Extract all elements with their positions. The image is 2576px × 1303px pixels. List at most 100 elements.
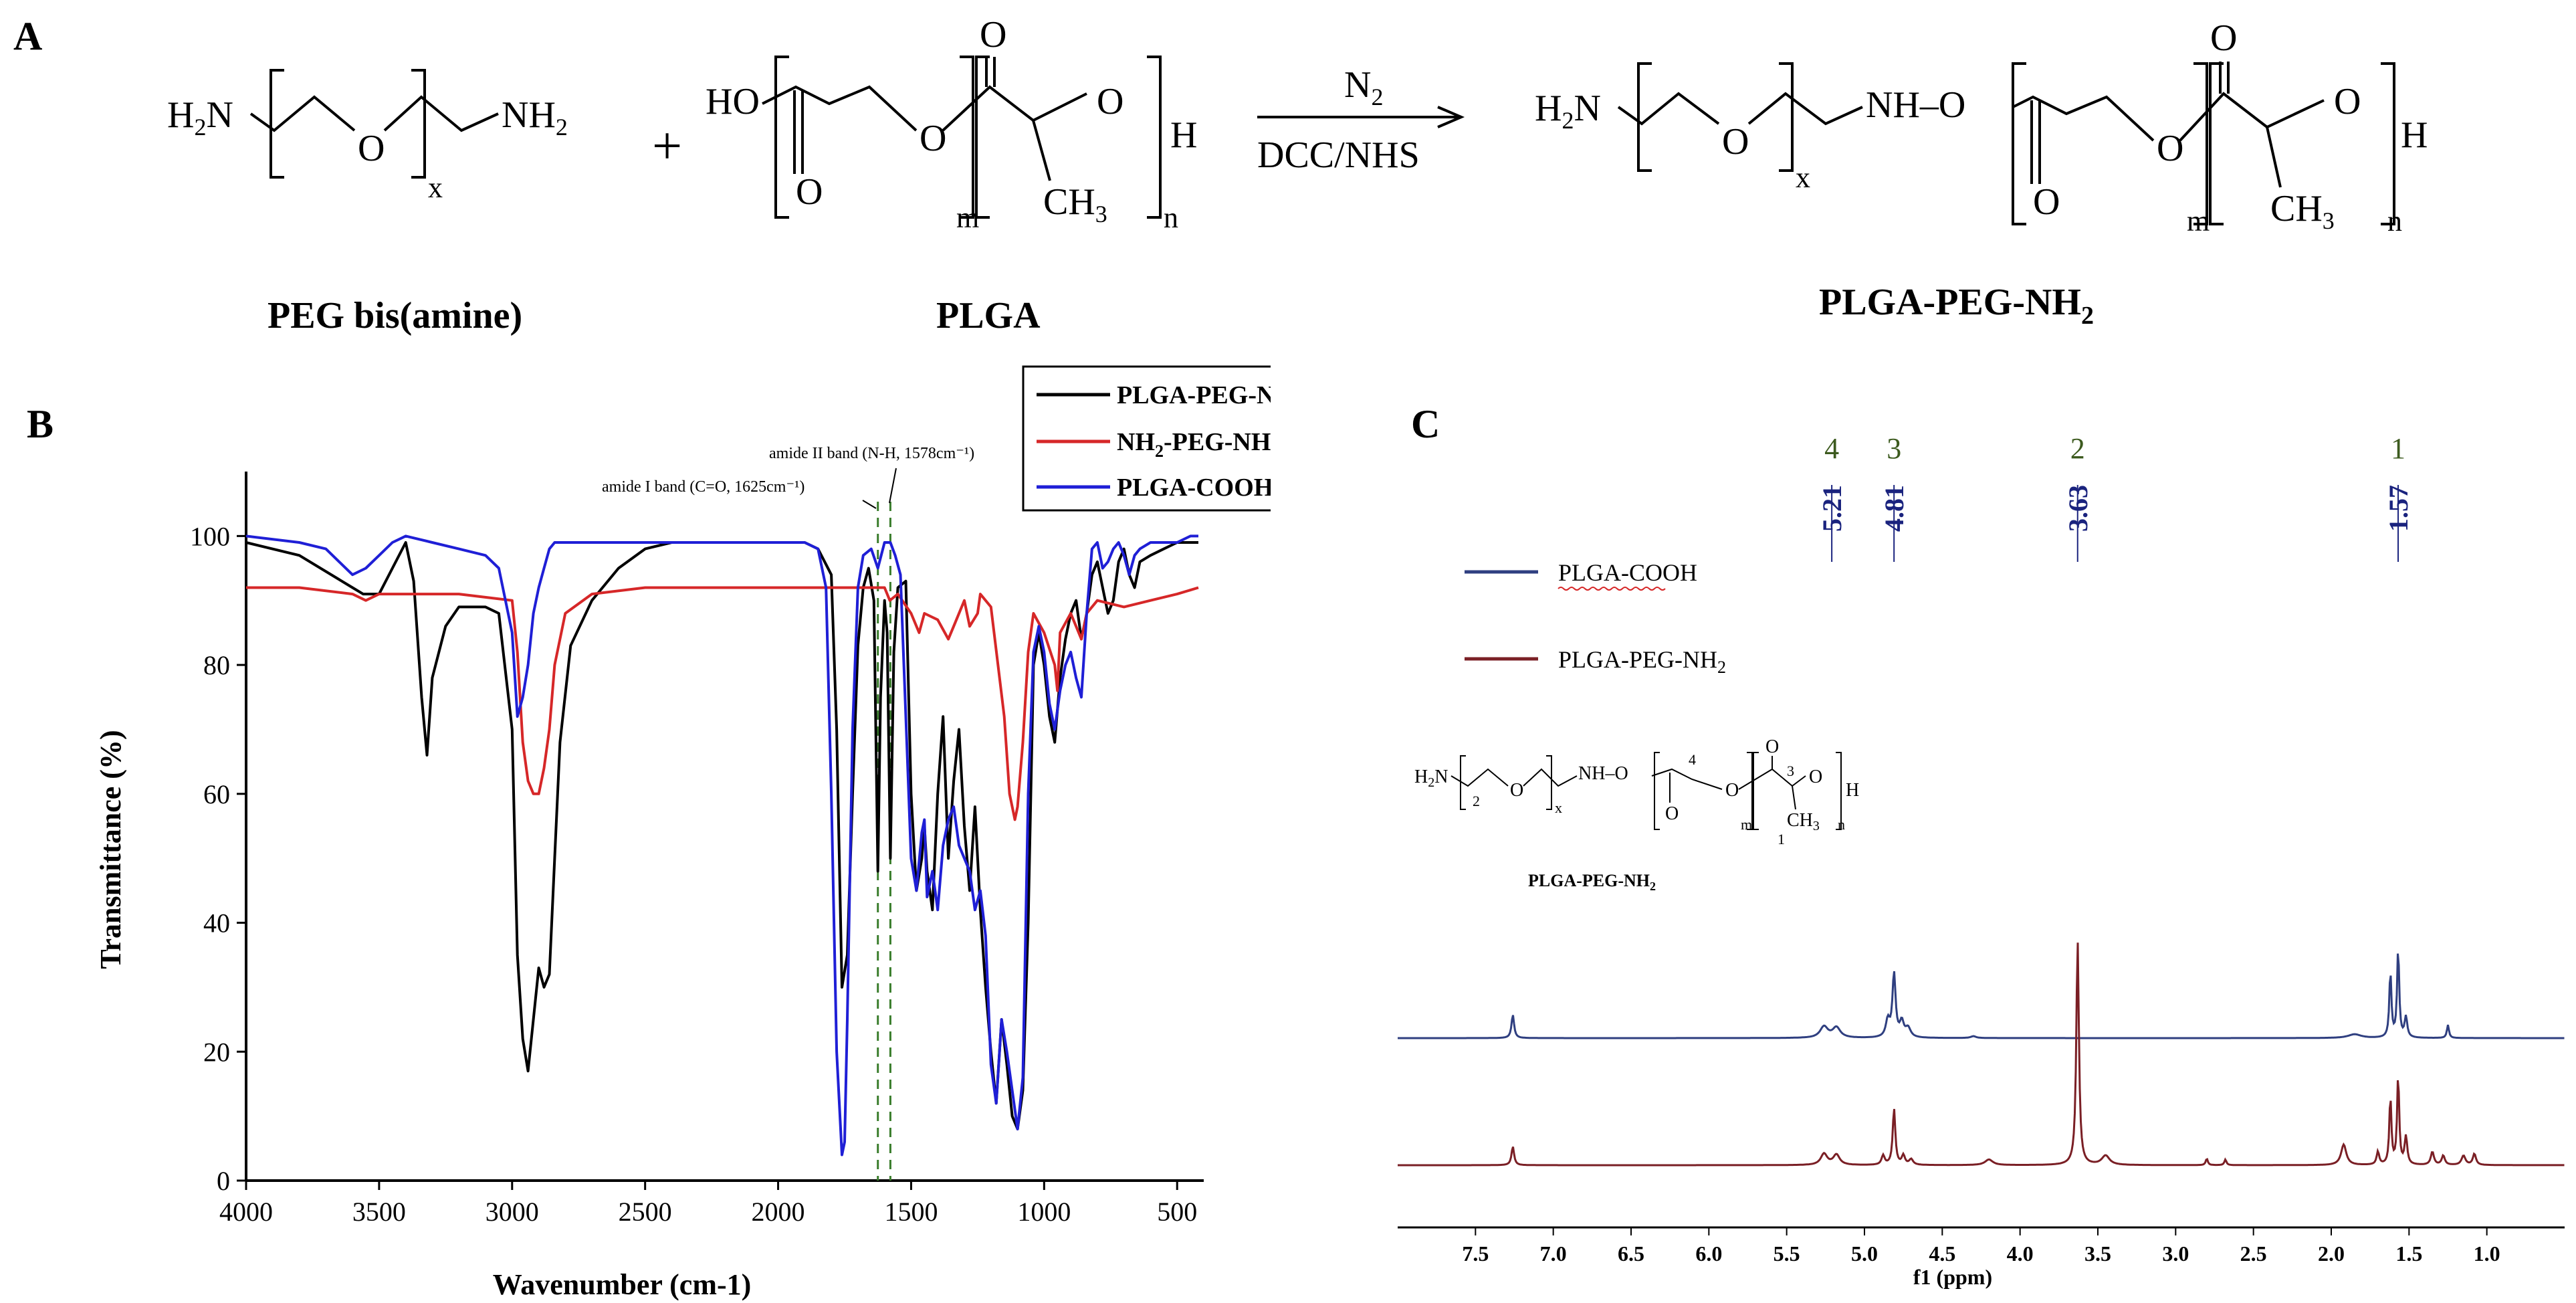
ftir-y-tick-label: 60 (203, 779, 230, 809)
nmr-x-tick-label: 3.0 (2162, 1241, 2189, 1266)
nmr-x-tick-label: 7.5 (1462, 1241, 1489, 1266)
panel-c-letter: C (1411, 402, 1440, 446)
inset-bracket-3 (1753, 752, 1842, 830)
plga-n-index: n (1164, 201, 1178, 234)
inset-o-peg: O (1510, 780, 1523, 801)
plga-o-carbonyl-1: O (796, 171, 823, 213)
amide-i-annotation: amide I band (C=O, 1625cm⁻¹) (602, 478, 804, 496)
ftir-x-tick-label: 3500 (352, 1197, 406, 1227)
nmr-x-tick-label: 2.5 (2240, 1241, 2267, 1266)
ftir-series-line-1 (246, 586, 1199, 821)
product-x-index: x (1796, 161, 1810, 194)
nmr-peak-number: 4 (1824, 432, 1839, 465)
inset-o-carbonyl-2: O (1765, 736, 1779, 757)
product-bracket-1-left (2012, 62, 2026, 225)
ftir-x-tick-label: 4000 (219, 1197, 273, 1227)
plga-bracket-2-right (1147, 56, 1162, 219)
inset-o-ester-2: O (1809, 767, 1822, 787)
nmr-legend-squiggle (1558, 587, 1666, 591)
ftir-y-tick-label: 40 (203, 908, 230, 938)
product-o-ester-1: O (2157, 128, 2183, 169)
plga-ho-label: HO (706, 81, 760, 122)
product-bonds-4 (2179, 92, 2325, 142)
nmr-peak-number: 3 (1887, 432, 1901, 465)
plga-bonds-1 (762, 85, 918, 132)
peg-x-index: x (428, 171, 443, 204)
plus-sign: + (652, 117, 682, 176)
product-bracket-1-right (2193, 62, 2208, 225)
inset-m: m (1741, 816, 1752, 833)
plga-o-ester-2: O (1097, 81, 1123, 122)
product-ch3-label: CH3 (2270, 188, 2335, 234)
product-bracket-2-left (2209, 62, 2224, 225)
peg-o-label: O (358, 128, 385, 169)
nmr-inset-structure: H2N O NH–O O O O O H CH3 x m n 2 4 3 1 P… (1414, 736, 1859, 893)
inset-o-ester-1: O (1725, 780, 1739, 801)
nmr-axis: 7.5 7.0 6.5 6.0 5.5 5.0 4.5 4.0 3.5 3.0 2.5 2.0 1.5 1… (1398, 1226, 2565, 1266)
ftir-series-line-2 (245, 534, 1198, 1157)
nmr-x-tick-label: 4.5 (1929, 1241, 1955, 1266)
inset-bonds-1 (1451, 768, 1509, 787)
ftir-x-tick-label: 2000 (752, 1197, 805, 1227)
inset-num-1: 1 (1778, 831, 1785, 847)
plga-o-carbonyl-2: O (980, 14, 1006, 56)
nmr-spectrum-1 (1398, 942, 2565, 1167)
nmr-x-tick-label: 1.0 (2474, 1241, 2500, 1266)
ftir-series-line-0 (245, 541, 1198, 1130)
peg-h2n-label: H2N (167, 94, 233, 140)
product-o-carbonyl-1: O (2033, 181, 2060, 223)
ftir-x-tick-label: 1000 (1017, 1197, 1071, 1227)
nmr-x-tick-label: 3.5 (2084, 1241, 2111, 1266)
reaction-scheme: H2N O NH2 x + HO O O O CH3 O H m n N2 DC… (167, 14, 2428, 336)
nmr-x-tick-label: 6.5 (1618, 1241, 1644, 1266)
legend-label-nh2-peg-nh2: NH2-PEG-NH2 (1117, 428, 1271, 461)
nmr-x-tick-label: 5.0 (1851, 1241, 1878, 1266)
inset-bonds-4 (1738, 768, 1806, 790)
inset-num-4: 4 (1689, 751, 1696, 768)
legend-label-plga-cooh: PLGA-COOH (1117, 474, 1271, 502)
reagent-n2: N2 (1344, 64, 1383, 110)
plga-bracket-1-right (960, 56, 974, 219)
ftir-y-tick-label: 20 (203, 1037, 230, 1067)
nmr-x-tick-label: 2.0 (2318, 1241, 2345, 1266)
reaction-arrow-head (1437, 106, 1465, 128)
nmr-x-axis-label: f1 (ppm) (1913, 1265, 1992, 1289)
amide-ii-leader (889, 468, 897, 504)
plga-bracket-1-left (774, 56, 789, 219)
inset-bonds-2 (1523, 768, 1578, 787)
product-o-peg: O (1722, 121, 1749, 163)
nmr-peak-number: 1 (2391, 432, 2405, 465)
plga-o-ester-1: O (920, 118, 946, 159)
product-bracket-peg-right (1779, 62, 1794, 172)
inset-nh-o: NH–O (1578, 763, 1628, 784)
ftir-series (245, 534, 1199, 1157)
nmr-spectrum-0 (1398, 953, 2565, 1039)
inset-num-2: 2 (1473, 793, 1480, 809)
ftir-legend: PLGA-PEG-NH2 NH2-PEG-NH2 PLGA-COOH (1022, 365, 1271, 512)
product-bonds-2 (1747, 92, 1863, 126)
peg-bonds-2 (383, 95, 499, 132)
ftir-y-axis-label: Transmittance (%) (94, 730, 127, 969)
panel-a-letter: A (13, 14, 43, 58)
peg-bracket-left (270, 69, 284, 179)
nmr-x-tick-label: 7.0 (1540, 1241, 1567, 1266)
inset-caption: PLGA-PEG-NH2 (1528, 871, 1656, 893)
nmr-series (1398, 942, 2565, 1167)
product-o-carbonyl-2: O (2210, 17, 2237, 59)
plga-bonds-2 (942, 85, 1087, 132)
inset-num-3: 3 (1787, 763, 1794, 779)
ftir-x-tick-label: 3000 (486, 1197, 539, 1227)
plga-methyl-bond (1032, 120, 1051, 181)
ftir-legend-box (1022, 365, 1271, 512)
nmr-peak-number: 2 (2070, 432, 2085, 465)
ftir-y-tick-label: 80 (203, 650, 230, 680)
nmr-legend-label-plga-peg-nh2: PLGA-PEG-NH2 (1558, 646, 1726, 677)
nmr-x-tick-label: 5.5 (1774, 1241, 1800, 1266)
product-bonds-1 (1617, 92, 1720, 126)
amide-ii-annotation: amide II band (N-H, 1578cm⁻¹) (769, 445, 974, 462)
inset-h: H (1846, 780, 1859, 801)
inset-methyl-bond (1792, 785, 1796, 810)
product-h-label: H (2401, 114, 2428, 156)
